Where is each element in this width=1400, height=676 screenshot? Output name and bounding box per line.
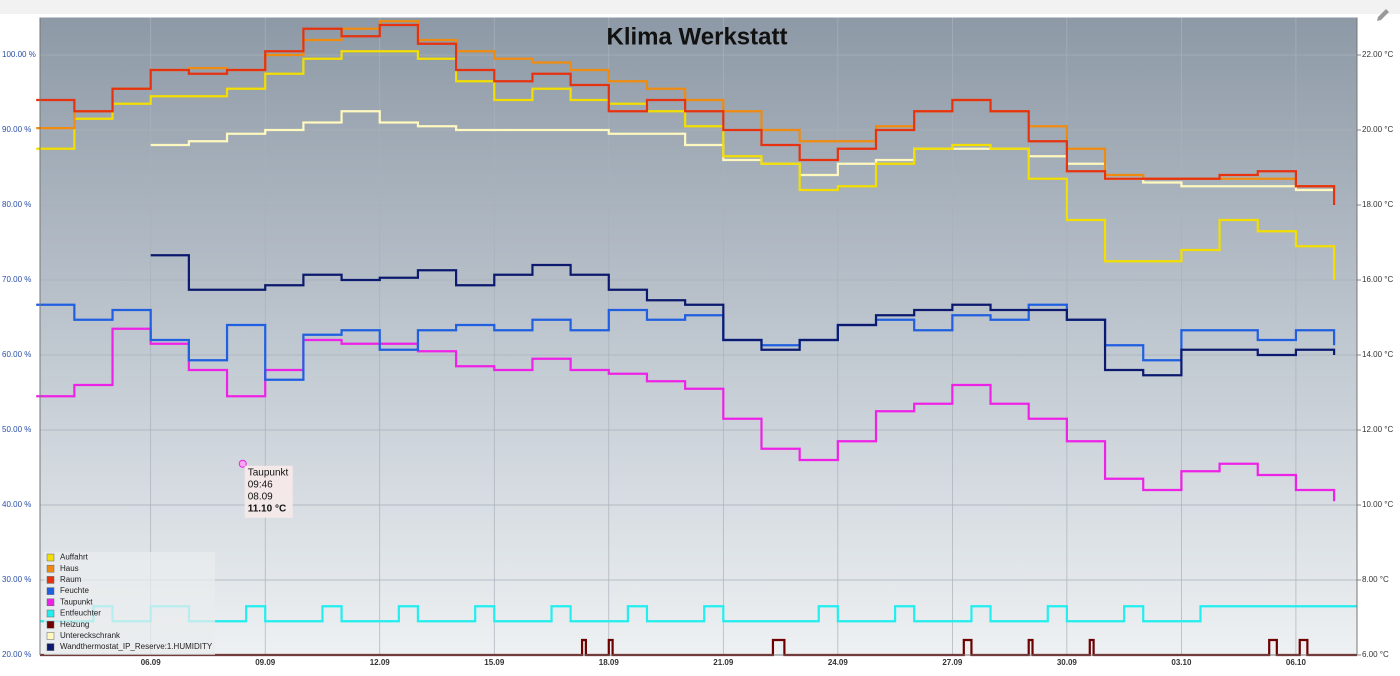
- axes: 20.00 % 30.00 % 40.00 % 50.00 % 60.00 % 70.00…: [2, 17, 1393, 667]
- legend-swatch[interactable]: [46, 553, 55, 562]
- edit-icon[interactable]: [1377, 9, 1389, 21]
- legend-label[interactable]: Raum: [60, 575, 82, 584]
- legend-label[interactable]: Untereckschrank: [60, 631, 121, 640]
- legend-swatch[interactable]: [46, 643, 55, 651]
- series-line: [36, 327, 1336, 502]
- y2-tick-label: 12.00 °C: [1362, 425, 1393, 434]
- y-tick-label: 70.00 %: [2, 275, 31, 284]
- tooltip-time: 09:46: [248, 479, 273, 490]
- tooltip-date: 08.09: [248, 491, 273, 502]
- legend-label[interactable]: Wandthermostat_IP_Reserve:1.HUMIDITY: [60, 642, 213, 651]
- legend-swatch[interactable]: [46, 609, 55, 618]
- legend-swatch[interactable]: [46, 620, 55, 629]
- x-tick-label: 18.09: [599, 658, 620, 667]
- y2-tick-label: 20.00 °C: [1362, 125, 1393, 134]
- legend-swatch[interactable]: [46, 632, 55, 640]
- legend-label[interactable]: Auffahrt: [60, 553, 89, 562]
- y-tick-label: 20.00 %: [2, 650, 31, 659]
- y-tick-label: 40.00 %: [2, 500, 31, 509]
- x-tick-label: 27.09: [942, 658, 963, 667]
- y-tick-label: 60.00 %: [2, 350, 31, 359]
- legend: Auffahrt Haus Raum Feuchte Taupunkt Entfeucht…: [44, 552, 215, 655]
- x-tick-label: 12.09: [370, 658, 391, 667]
- legend-label[interactable]: Entfeuchter: [60, 609, 101, 618]
- legend-swatch[interactable]: [46, 564, 55, 573]
- y2-tick-label: 22.00 °C: [1362, 50, 1393, 59]
- y2-tick-label: 16.00 °C: [1362, 275, 1393, 284]
- x-tick-label: 24.09: [828, 658, 849, 667]
- chart-title: Klima Werkstatt: [607, 23, 788, 50]
- x-tick-label: 06.10: [1286, 658, 1307, 667]
- series-line: [36, 50, 1336, 280]
- x-tick-label: 09.09: [255, 658, 276, 667]
- series-line: [36, 23, 1336, 205]
- x-tick-label: 06.09: [141, 658, 162, 667]
- legend-label[interactable]: Heizung: [60, 620, 89, 629]
- y-tick-label: 30.00 %: [2, 575, 31, 584]
- y-tick-label: 100.00 %: [2, 50, 36, 59]
- series-line: [150, 254, 1336, 377]
- legend-swatch[interactable]: [46, 598, 55, 607]
- grid: [40, 17, 1357, 656]
- y2-tick-label: 14.00 °C: [1362, 350, 1393, 359]
- legend-swatch[interactable]: [46, 587, 55, 595]
- x-tick-label: 30.09: [1057, 658, 1078, 667]
- y2-tick-label: 18.00 °C: [1362, 200, 1393, 209]
- legend-label[interactable]: Haus: [60, 564, 79, 573]
- y2-tick-label: 6.00 °C: [1362, 650, 1389, 659]
- x-tick-label: 21.09: [713, 658, 734, 667]
- y-tick-label: 80.00 %: [2, 200, 31, 209]
- y-tick-label: 90.00 %: [2, 125, 31, 134]
- series-line: [40, 605, 1357, 623]
- y2-tick-label: 10.00 °C: [1362, 500, 1393, 509]
- tooltip-value: 11.10 °C: [248, 503, 286, 514]
- legend-label[interactable]: Taupunkt: [60, 597, 93, 606]
- series-lines: [36, 20, 1357, 657]
- legend-box: [44, 552, 215, 655]
- tooltip-box: [244, 465, 293, 518]
- legend-swatch[interactable]: [46, 576, 55, 584]
- tooltip-marker: [238, 459, 247, 468]
- legend-label[interactable]: Feuchte: [60, 586, 89, 595]
- plot-area: [40, 17, 1357, 655]
- y2-tick-label: 8.00 °C: [1362, 575, 1389, 584]
- x-tick-label: 15.09: [484, 658, 505, 667]
- x-tick-label: 03.10: [1171, 658, 1192, 667]
- top-bar: [0, 0, 1400, 14]
- tooltip-series: Taupunkt: [248, 467, 289, 478]
- y-tick-label: 50.00 %: [2, 425, 31, 434]
